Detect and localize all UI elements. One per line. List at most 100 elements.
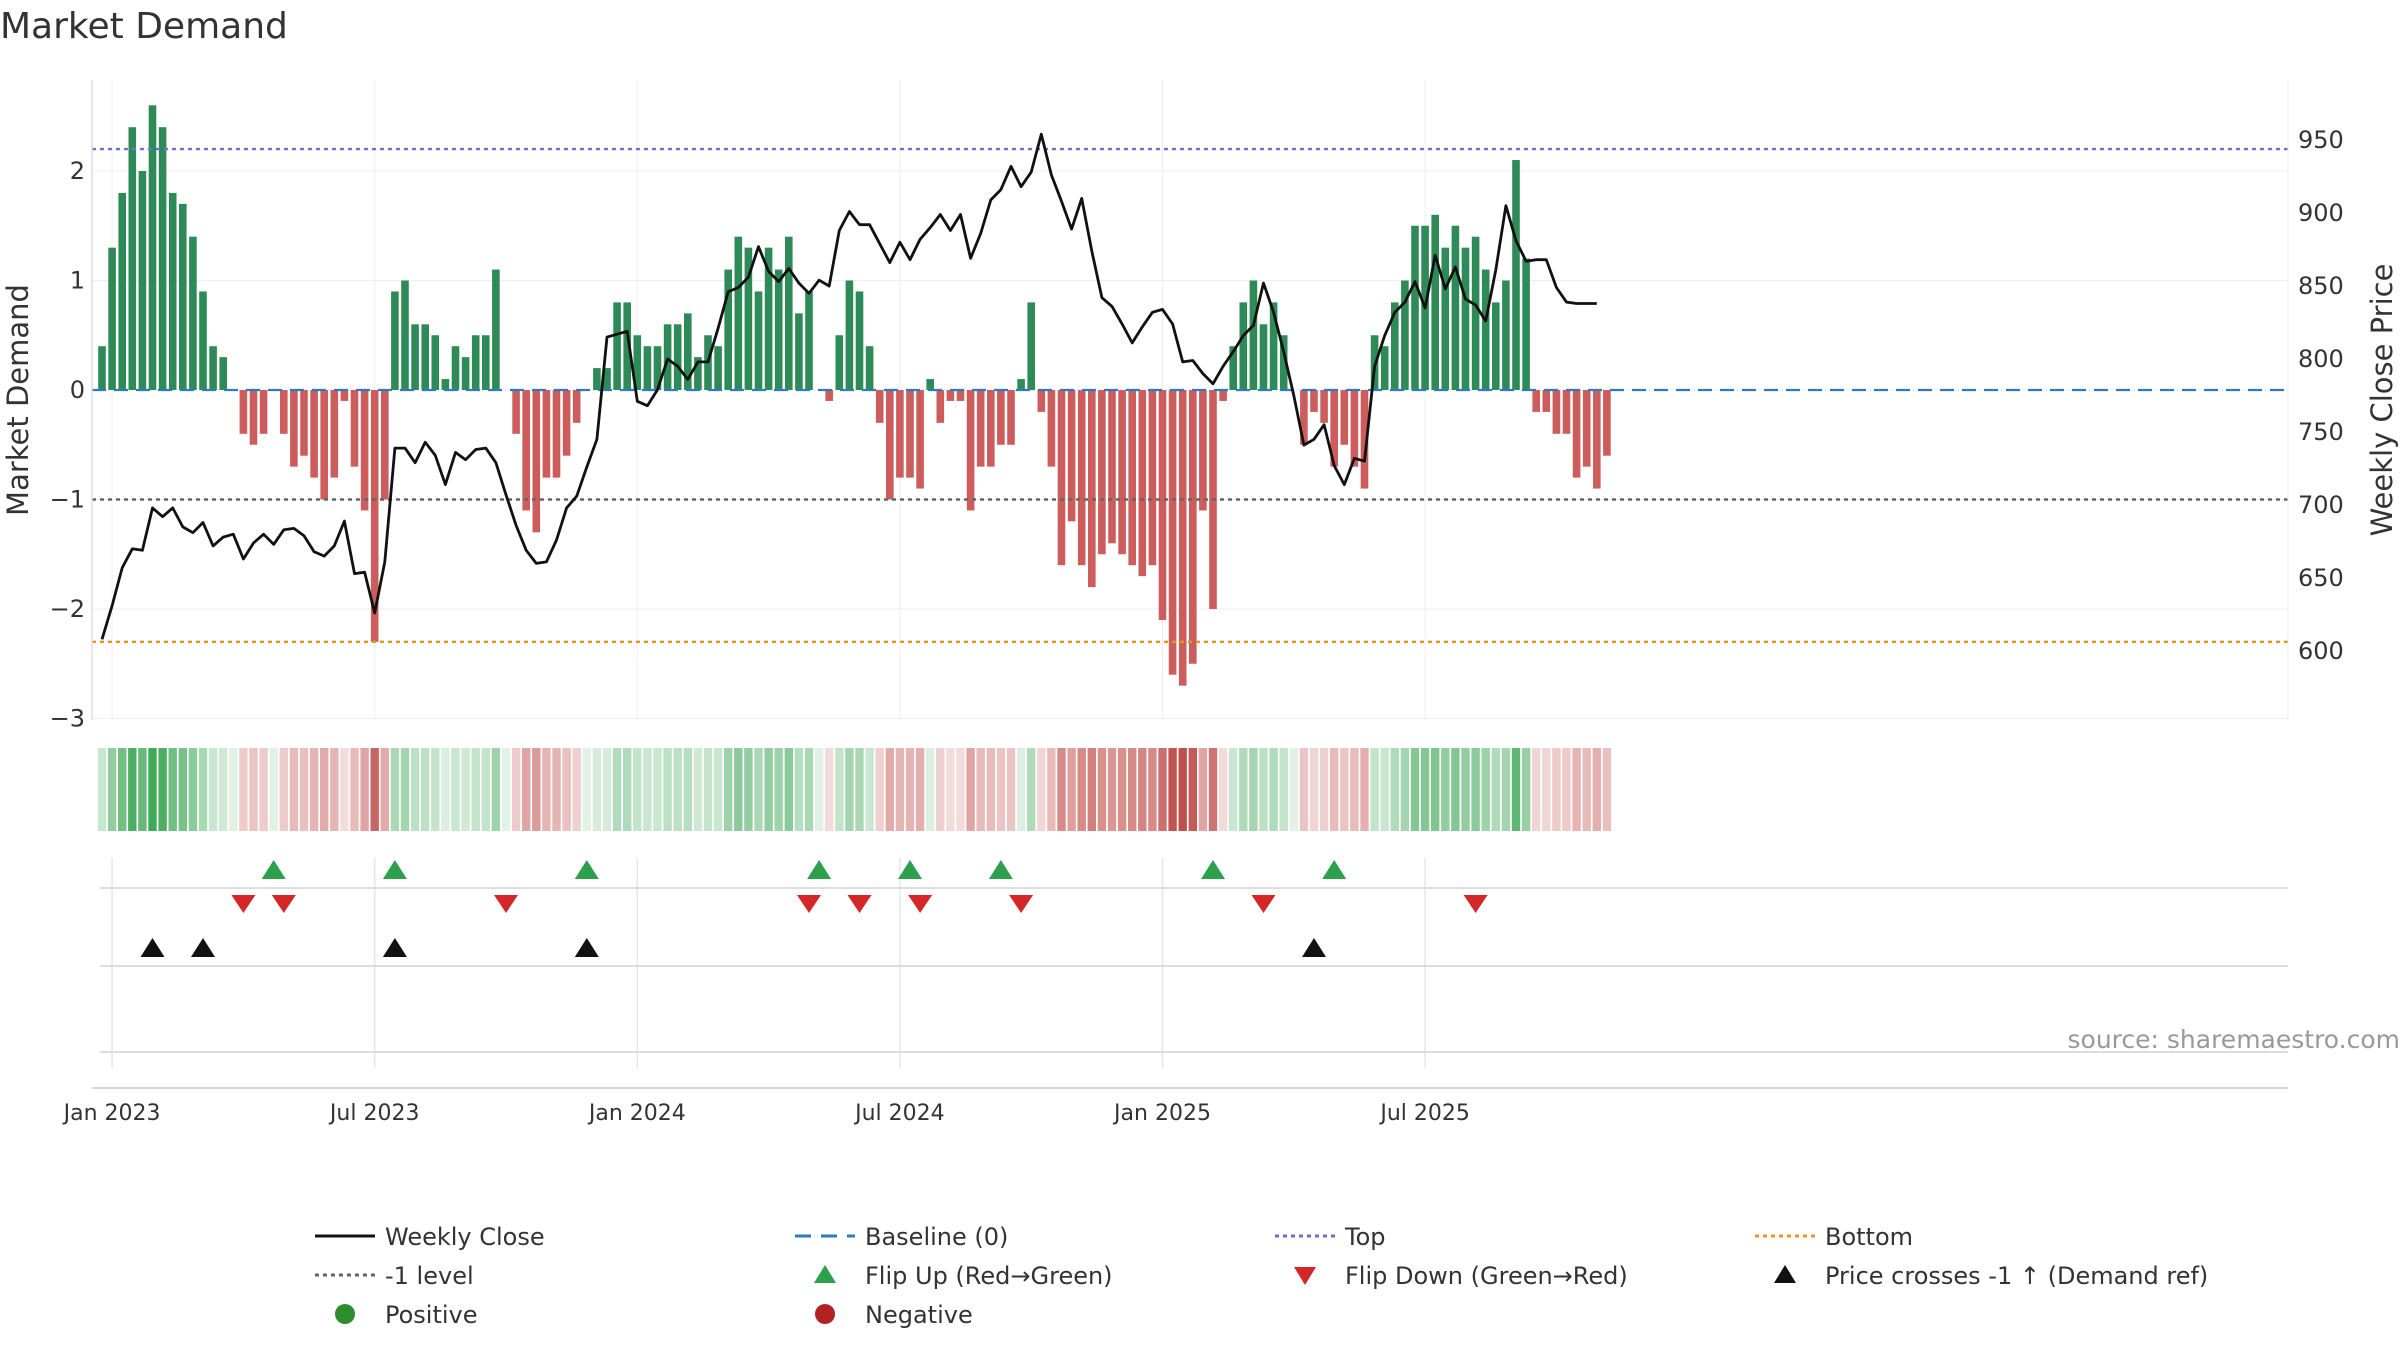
demand-bar [653,346,662,390]
legend-label: Positive [385,1301,478,1329]
demand-bar [734,236,743,390]
demand-bar [684,313,692,390]
demand-heat-strip [97,748,1612,831]
demand-bar [976,390,985,467]
y2-tick-label: 800 [2298,345,2344,373]
heat-cell [754,748,763,831]
heat-cell [461,748,470,831]
heat-cell [825,748,834,831]
heat-cell [128,748,137,831]
demand-bar [1552,390,1561,434]
demand-bar [633,335,642,390]
demand-bar [411,324,419,390]
heat-cell [1511,748,1521,831]
demand-bar [1502,280,1510,390]
demand-bar [441,379,450,390]
heat-cell [350,748,359,831]
demand-bar [785,236,793,390]
demand-bar [795,313,803,390]
y-tick-label: 0 [70,376,85,404]
y-axis-label: Market Demand [1,284,35,516]
demand-bar [926,379,934,390]
demand-bar [310,390,318,478]
demand-bar [1320,390,1328,423]
heat-cell [1006,748,1016,831]
demand-bar [1350,390,1359,467]
heat-cell [178,748,187,831]
heat-cell [188,748,198,831]
heat-cell [1047,748,1056,831]
demand-bar [148,105,157,391]
legend-label: Bottom [1825,1223,1913,1251]
heat-cell [673,748,682,831]
demand-bar [956,390,965,401]
heat-cell [1582,748,1591,831]
heat-cell [855,748,864,831]
heat-cell [1269,748,1278,831]
heat-cell [653,748,662,831]
flip-down-marker [797,895,821,913]
demand-bar [168,192,177,390]
heat-cell [1350,748,1359,831]
demand-bar [1057,390,1066,566]
demand-bar [179,203,187,390]
demand-bar [673,324,682,390]
chart-title: Market Demand [0,6,288,47]
demand-bar [209,346,217,390]
demand-bar [1158,390,1167,620]
demand-bar [370,390,379,642]
heat-cell [1229,748,1238,831]
demand-bar [1199,390,1207,511]
heat-cell [1532,748,1541,831]
demand-bar [562,390,571,456]
x-tick-label: Jul 2025 [1378,1101,1470,1126]
heat-cell [966,748,975,831]
demand-bar [1441,247,1450,390]
grid-lines [92,80,2288,1068]
heat-cell [1027,748,1036,831]
y-tick-label: −2 [50,595,85,623]
legend-swatch [1774,1265,1796,1283]
y-tick-label: 1 [70,267,85,295]
heat-cell [1107,748,1117,831]
heat-cell [1461,748,1470,831]
legend-swatch [1294,1267,1316,1285]
heat-cell [915,748,925,831]
heat-cell [734,748,743,831]
flip-down-marker [847,895,872,913]
heat-cell [1340,748,1349,831]
demand-bar [1067,390,1076,522]
heat-cell [683,748,692,831]
heat-cell [1289,748,1298,831]
heat-cell [643,748,652,831]
demand-bar [1098,390,1106,555]
heat-cell [1542,748,1551,831]
legend-swatch [814,1265,836,1283]
heat-cell [1309,748,1319,831]
demand-bar [875,390,884,423]
heat-cell [1431,748,1440,831]
demand-bar [391,291,399,390]
demand-bar [451,346,460,390]
demand-bar [1269,302,1278,390]
heat-cell [320,748,329,831]
heat-cell [279,748,288,831]
legend-label: Price crosses -1 ↑ (Demand ref) [1825,1262,2208,1290]
demand-bar [1310,390,1318,412]
y2-tick-label: 700 [2298,491,2344,519]
heat-cell [1592,748,1601,831]
heat-cell [572,748,581,831]
source-note: source: sharemaestro.com [2068,1025,2400,1054]
demand-bar [1118,390,1126,555]
heat-cell [1471,748,1480,831]
flip-up-marker [1322,860,1347,879]
demand-bar [138,171,147,390]
flip-down-marker [271,895,296,913]
demand-bar [128,127,137,390]
demand-bar [1481,269,1490,390]
heat-cell [1360,748,1369,831]
heat-cell [421,748,430,831]
demand-bar [1219,390,1227,401]
heat-cell [1562,748,1571,831]
flip-up-marker [1201,860,1225,879]
